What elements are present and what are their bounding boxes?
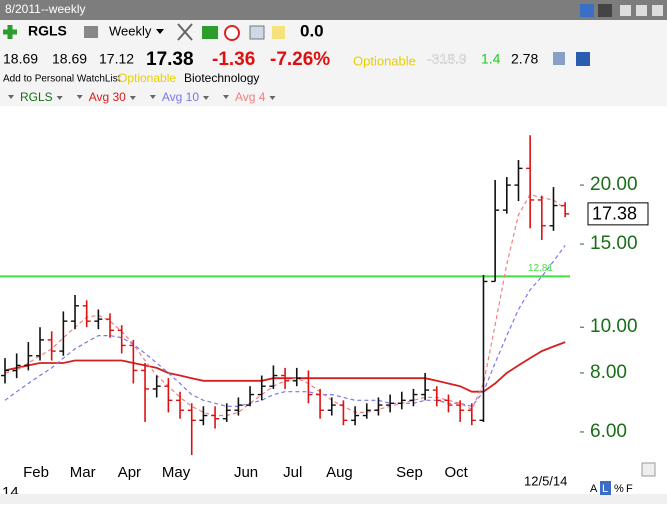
change-value: 0.0 [300,21,324,40]
quote-open: 18.69 [3,51,38,67]
industry: Biotechnology [184,71,259,85]
last-price-box [587,202,649,226]
x-tick-label: Feb [23,464,49,481]
legend-arrow[interactable] [149,95,156,99]
bars-icon[interactable] [202,26,218,39]
chart-area [0,106,667,504]
quote-low: 17.12 [99,51,134,67]
timeframe[interactable]: Weekly [109,23,152,38]
window-btn[interactable] [636,5,647,16]
tools-icon[interactable] [177,23,193,41]
stack-icon[interactable] [553,52,565,65]
legend-arrow[interactable] [56,96,63,100]
status-strip [0,494,667,504]
legend-label[interactable]: Avg 30 [89,90,126,104]
end-date-label: 12/5/14 [524,473,567,488]
clock-icon[interactable] [224,25,240,41]
legend-arrow[interactable] [8,95,14,99]
quote-field: 2.78 [511,51,538,67]
quote-field: 1.4 [481,51,501,67]
y-tick-label: 10.00 [590,316,638,337]
quote-last: 17.38 [146,49,194,70]
x-tick-label: May [162,464,191,481]
quote-change-pct: -7.26% [270,49,330,70]
x-tick-label: Aug [326,464,353,481]
title-bar [0,0,667,20]
legend-label[interactable]: Avg 10 [162,90,199,104]
y-tick-label: 20.00 [590,174,638,195]
legend-label[interactable]: RGLS [20,90,53,104]
legend-arrow[interactable] [223,95,229,99]
y-tick-label: 6.00 [590,421,627,442]
icon-tv[interactable] [598,4,612,17]
legend-label[interactable]: Avg 4 [235,90,266,104]
window-btn[interactable] [652,5,663,16]
symbol[interactable]: RGLS [28,23,67,39]
footer-button[interactable]: A [590,483,598,495]
note-icon[interactable] [272,26,285,39]
save-icon[interactable] [576,52,590,66]
x-tick-label: Jul [283,464,302,481]
last-price-label: 17.38 [592,204,637,224]
footer-button[interactable]: % [614,483,624,495]
quote-optionable: Optionable [353,53,416,68]
legend-arrow[interactable] [269,96,276,100]
x-tick-label: Jun [234,464,258,481]
watchlist-link[interactable]: Add to Personal WatchList [3,74,121,85]
period[interactable]: 8/2011--weekly [5,2,85,16]
plot: 6.00 8.00 10.00 15.00 20.00 12.81 17.38 Feb Mar A… [0,135,649,501]
x-tick-label: Oct [444,464,468,481]
dropdown-arrow[interactable] [156,29,164,34]
icon-s[interactable] [580,4,594,17]
legend: RGLS Avg 30 Avg 10 Avg 4 [8,90,276,104]
window-btn[interactable] [620,5,631,16]
quote-field: -318.9 [427,51,467,67]
legend-arrow[interactable] [203,96,209,100]
print-icon[interactable] [84,26,98,38]
footer-button[interactable]: L [602,483,608,495]
calc-icon[interactable] [249,25,265,40]
edit-icon[interactable] [641,462,656,477]
legend-arrow[interactable] [76,95,83,99]
x-tick-label: Apr [118,464,141,481]
add-icon[interactable] [3,25,17,39]
reference-label: 12.81 [528,263,553,274]
y-tick-label: 15.00 [590,233,638,254]
x-tick-label: Mar [70,464,96,481]
footer-button[interactable]: F [626,483,633,495]
x-tick-label: Sep [396,464,423,481]
quote-change: -1.36 [212,49,255,70]
button-bg[interactable] [600,481,611,495]
quote-high: 18.69 [52,51,87,67]
legend-arrow[interactable] [129,96,136,100]
y-tick-label: 8.00 [590,362,627,383]
optionable: Optionable [118,71,176,85]
